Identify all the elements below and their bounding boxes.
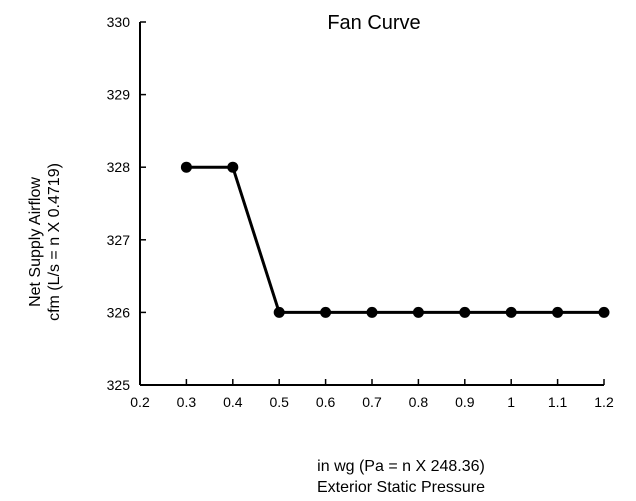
y-tick-labels: 325 326 327 328 329 330 xyxy=(107,14,131,393)
x-tick-label: 0.8 xyxy=(409,394,429,410)
series-line xyxy=(186,165,604,314)
data-point xyxy=(552,306,564,318)
x-tick-labels: 0.2 0.3 0.4 0.5 0.6 0.7 0.8 0.9 1 1.1 1.2 xyxy=(130,394,614,410)
y-tick-label: 327 xyxy=(107,232,131,248)
data-series xyxy=(180,161,610,318)
data-point xyxy=(412,306,424,318)
x-tick-label: 1.2 xyxy=(594,394,614,410)
x-tick-label: 1.1 xyxy=(548,394,568,410)
chart-title: Fan Curve xyxy=(327,12,420,34)
data-point xyxy=(320,306,332,318)
x-tick-label: 0.7 xyxy=(362,394,382,410)
x-tick-label: 0.6 xyxy=(316,394,336,410)
data-point xyxy=(227,161,239,173)
x-tick-label: 0.2 xyxy=(130,394,150,410)
data-point xyxy=(598,306,610,318)
y-tick-label: 329 xyxy=(107,87,131,103)
data-point xyxy=(505,306,517,318)
y-axis-label-line2: cfm (L/s = n X 0.4719) xyxy=(46,163,63,321)
x-tick-label: 1 xyxy=(507,394,515,410)
y-tick-label: 328 xyxy=(107,159,131,175)
data-point xyxy=(459,306,471,318)
x-tick-label: 0.3 xyxy=(177,394,197,410)
axes xyxy=(139,21,605,386)
y-axis-label-line1: Net Supply Airflow xyxy=(27,177,44,307)
y-tick-label: 330 xyxy=(107,14,131,30)
y-tick-label: 325 xyxy=(107,377,131,393)
x-tick-label: 0.5 xyxy=(269,394,289,410)
x-tick-label: 0.9 xyxy=(455,394,475,410)
x-axis-label-line1: in wg (Pa = n X 248.36) xyxy=(317,458,485,475)
x-tick-label: 0.4 xyxy=(223,394,243,410)
y-tick-label: 326 xyxy=(107,304,131,320)
data-point xyxy=(366,306,378,318)
x-axis-label-line2: Exterior Static Pressure xyxy=(317,479,485,496)
data-point xyxy=(273,306,285,318)
data-point xyxy=(180,161,192,173)
